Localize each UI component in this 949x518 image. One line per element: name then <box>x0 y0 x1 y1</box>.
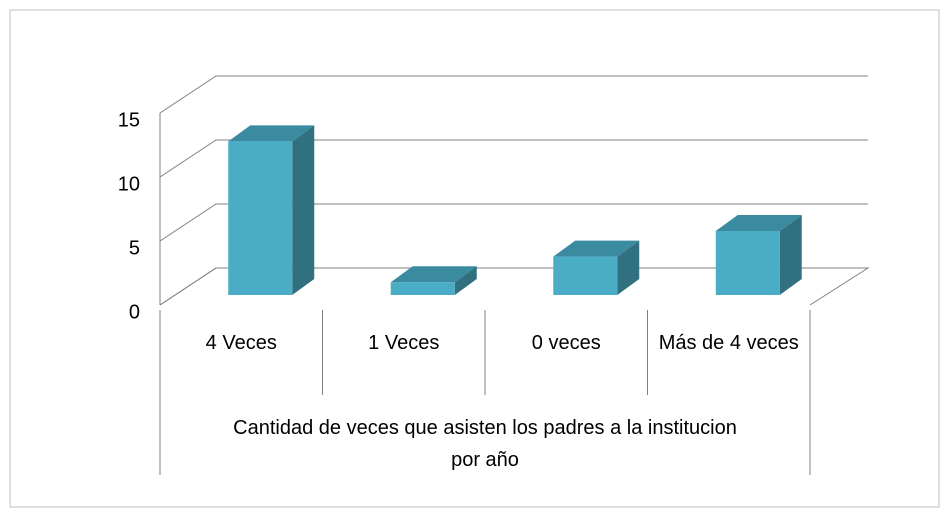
bar-top <box>715 215 802 231</box>
grid-line <box>159 267 868 306</box>
bar-side <box>617 240 640 295</box>
y-tick-label: 15 <box>118 109 140 131</box>
x-tick-label: 1 Veces <box>368 332 440 354</box>
grid-line <box>159 139 868 178</box>
x-tick-label: 0 veces <box>531 332 601 354</box>
x-tick-label: Más de 4 veces <box>658 332 799 354</box>
bar-side <box>454 266 477 295</box>
bar <box>228 141 293 295</box>
grid-line <box>159 75 868 114</box>
bar <box>715 231 780 295</box>
bar-side <box>779 215 802 295</box>
bar <box>390 282 455 295</box>
bar <box>553 256 618 295</box>
y-tick-label: 10 <box>118 173 140 195</box>
grid-line <box>159 203 868 242</box>
y-tick-label: 5 <box>129 237 140 259</box>
x-tick-label: 4 Veces <box>205 332 277 354</box>
bar-top <box>228 125 315 142</box>
y-tick-label: 0 <box>129 301 140 323</box>
x-axis-label: Cantidad de veces que asisten los padres… <box>233 417 737 471</box>
bar-top <box>390 266 477 283</box>
bar-side <box>292 125 315 296</box>
bar-top <box>553 240 640 257</box>
